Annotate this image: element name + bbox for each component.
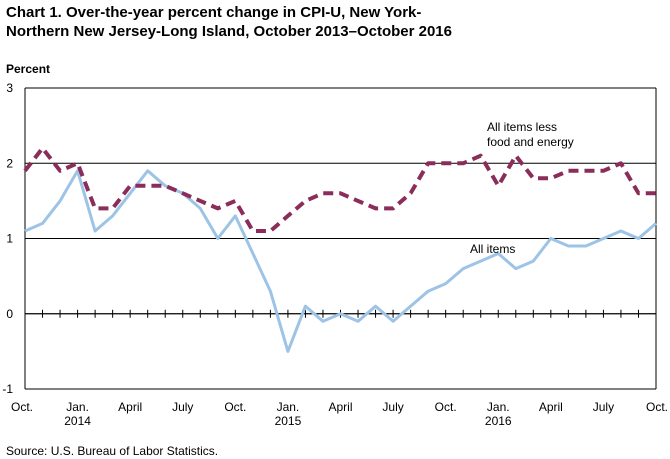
gridlines — [24, 87, 657, 390]
x-tick-label: July — [382, 400, 403, 414]
series-line — [24, 169, 657, 353]
x-tick-label: July — [172, 400, 193, 414]
x-tick-label: April — [539, 400, 563, 414]
y-tick-label: -1 — [2, 382, 13, 396]
series-line — [23, 146, 656, 233]
x-tick-label: April — [118, 400, 142, 414]
x-tick-label: 2014 — [64, 414, 91, 428]
x-tick-label: July — [593, 400, 614, 414]
chart-title: Chart 1. Over-the-year percent change in… — [6, 3, 452, 41]
x-tick-label: Jan. — [66, 400, 89, 414]
chart-title-line-2: Northern New Jersey-Long Island, October… — [6, 23, 452, 40]
y-tick-label: 2 — [6, 156, 13, 170]
x-tick-label: Jan. — [487, 400, 510, 414]
series-lines — [23, 146, 657, 353]
x-tick-label: Oct. — [224, 400, 246, 414]
x-tick-label: April — [328, 400, 352, 414]
x-tick-label: Oct. — [435, 400, 457, 414]
y-axis-label: Percent — [6, 62, 51, 76]
x-tick-label: Oct. — [11, 400, 33, 414]
x-tick-label: Jan. — [277, 400, 300, 414]
y-tick-label: 3 — [6, 81, 13, 95]
x-tick-label: 2016 — [485, 414, 512, 428]
chart-title-line-1: Chart 1. Over-the-year percent change in… — [6, 4, 422, 21]
x-tick-label: Oct. — [646, 400, 668, 414]
series-label: All items less — [487, 120, 557, 134]
y-tick-label: 0 — [6, 307, 13, 321]
y-tick-label: 1 — [6, 232, 13, 246]
series-label: food and energy — [487, 135, 574, 149]
source-note: Source: U.S. Bureau of Labor Statistics. — [6, 444, 219, 458]
x-tick-label: 2015 — [275, 414, 302, 428]
series-label: All items — [470, 242, 515, 256]
y-axis-tick-labels: -1 0 1 2 3 — [2, 81, 13, 396]
